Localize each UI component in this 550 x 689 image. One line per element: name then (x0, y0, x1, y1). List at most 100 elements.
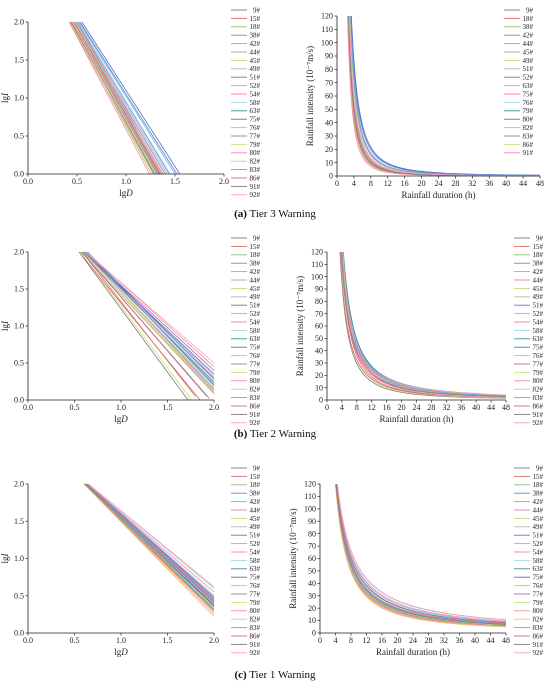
panel-b-lgd-y-tick-label: 0.5 (14, 359, 24, 368)
panel-a-lgd-series-line (79, 21, 178, 175)
panel-c-lgd-legend-label: 58# (250, 557, 261, 565)
panel-c-caption: (c) Tier 1 Warning (234, 669, 316, 681)
panel-b-intensity-x-tick-label: 40 (472, 403, 480, 412)
panel-c-intensity-series-lines (335, 483, 507, 628)
panel-b-lgd-legend-label: 80# (250, 377, 261, 385)
panel-b-lgd-x-tick-label: 0.5 (70, 403, 80, 412)
panel-b-intensity-x-tick-label: 12 (368, 403, 376, 412)
panel-a-intensity-series-curve (348, 15, 541, 177)
panel-c-intensity-series-curve (335, 483, 507, 625)
panel-a-intensity-y-tick-label: 60 (325, 92, 333, 101)
panel-b-intensity-legend-label: 45# (533, 285, 544, 293)
panel-b-intensity-legend-label: 83# (533, 394, 544, 402)
panel-b-lgd-series-line (82, 251, 215, 390)
panel-c-lgd-legend-label: 38# (250, 490, 261, 498)
panel-b-lgd-series-lines (78, 251, 215, 401)
panel-c-lgd-y-tick-label: 1.5 (14, 517, 24, 526)
panel-b-lgd-series-line (78, 251, 201, 401)
panel-a-intensity-series-curve (348, 15, 541, 177)
panel-c-lgd-series-line (88, 483, 215, 588)
panel-c-lgd-y-tick-label: 1.0 (14, 554, 24, 563)
panel-c-intensity-legend: 9#15#18#38#42#44#45#49#51#52#54#58#63#75… (514, 464, 544, 657)
panel-c-lgd-y-axis-label: lgI (0, 552, 10, 563)
panel-b-intensity-y-tick-label: 90 (315, 285, 323, 294)
panel-c-lgd-legend-label: 51# (250, 532, 261, 540)
panel-c-intensity-series-curve (335, 483, 507, 626)
panel-a-intensity-series-curve (348, 15, 541, 177)
panel-b-intensity-x-tick-label: 36 (457, 403, 465, 412)
panel-c-intensity-series-curve (335, 483, 507, 628)
panel-b-intensity-legend-label: 91# (533, 411, 544, 419)
panel-c-lgd-x-axis-label: lgD (114, 647, 128, 657)
panel-c-lgd-legend-label: 83# (250, 624, 261, 632)
panel-b-intensity-legend-label: 79# (533, 369, 544, 377)
panel-c-intensity-series-curve (335, 483, 507, 626)
panel-a-intensity-chart: 0 4 8 12 16 20 24 28 32 36 40 44 4801020304050607080… (305, 6, 544, 200)
panel-b-lgd-y-tick-label: 2.0 (14, 248, 24, 257)
panel-c-intensity-y-tick-label: 120 (304, 480, 316, 489)
panel-b-lgd-legend-label: 82# (250, 386, 261, 394)
panel-b-intensity-legend-label: 80# (533, 377, 544, 385)
panel-c-intensity-y-tick-label: 30 (308, 591, 316, 600)
panel-a-intensity-series-curve (349, 15, 541, 176)
panel-b-lgd-legend-label: 76# (250, 352, 261, 360)
panel-c-intensity-series-curve (335, 483, 507, 626)
panel-a-intensity-x-tick-label: 8 (369, 179, 373, 188)
panel-a-lgd-series-line (77, 21, 171, 175)
panel-b-lgd-y-axis-label: lgI (0, 320, 10, 331)
panel-c-intensity-legend-label: 79# (533, 599, 544, 607)
panel-b-lgd-series-line (87, 251, 215, 380)
panel-a-lgd-legend-label: 54# (250, 90, 261, 98)
panel-c-lgd-series-line (86, 483, 215, 600)
panel-b-lgd-legend-label: 92# (250, 419, 261, 427)
panel-b-lgd-x-tick-label: 1.5 (163, 403, 173, 412)
panel-a-lgd-legend-label: 15# (250, 15, 261, 23)
panel-b-intensity-legend-label: 76# (533, 352, 544, 360)
panel-c-intensity-legend-label: 82# (533, 616, 544, 624)
panel-a-intensity-series-curve (349, 15, 541, 177)
panel-c-lgd-axes: 0.0 0.5 1.0 1.5 2.0 0.0 0.5 1.0 1.5 2.0 lgD lgI (0, 480, 219, 657)
panel-a-lgd-legend-label: 44# (250, 48, 261, 56)
panel-c-lgd-series-line (85, 483, 215, 603)
panel-a-intensity-x-tick-label: 28 (451, 179, 459, 188)
panel-b-intensity-x-tick-label: 0 (325, 403, 329, 412)
panel-b-intensity-x-tick-label: 32 (442, 403, 450, 412)
panel-b-lgd-legend-label: 44# (250, 276, 261, 284)
panel-c-lgd-legend-label: 80# (250, 607, 261, 615)
panel-c-lgd-legend-label: 91# (250, 641, 261, 649)
panel-a-intensity-series-curve (349, 15, 541, 177)
panel-a-intensity-series-curve (350, 15, 541, 176)
panel-b-intensity-series-curve (343, 251, 507, 397)
panel-b-lgd-legend-label: 86# (250, 402, 261, 410)
panel-c-intensity-legend-label: 76# (533, 582, 544, 590)
panel-a-intensity-y-tick-label: 100 (321, 38, 333, 47)
panel-a-lgd-y-tick-label: 0.0 (14, 170, 24, 179)
panel-b-intensity-x-axis-label: Rainfall duration (h) (380, 414, 454, 424)
panel-c-intensity-series-curve (336, 483, 507, 624)
panel-b-intensity-x-tick-label: 8 (355, 403, 359, 412)
panel-c-lgd-legend-label: 18# (250, 481, 261, 489)
panel-b-lgd-legend-label: 45# (250, 285, 261, 293)
panel-a-intensity-x-tick-label: 20 (418, 179, 426, 188)
panel-b-intensity-series-curve (342, 251, 507, 396)
panel-c-lgd-legend-label: 82# (250, 616, 261, 624)
panel-a-intensity-series-curve (349, 15, 541, 177)
panel-a-lgd-series-line (70, 21, 155, 175)
panel-a-intensity-x-tick-label: 32 (468, 179, 476, 188)
panel-b-intensity-legend-label: 52# (533, 310, 544, 318)
panel-c-lgd-legend-label: 44# (250, 506, 261, 514)
panel-a-lgd-axes: 0.0 0.5 1.0 1.5 2.0 0.0 0.5 1.0 1.5 2.0 lgD lgI (0, 18, 229, 198)
panel-a-intensity-x-tick-label: 40 (502, 179, 510, 188)
panel-a-intensity-legend-label: 76# (523, 99, 534, 107)
panel-a-intensity-legend-label: 42# (523, 32, 534, 40)
panel-a-intensity-legend-label: 52# (523, 74, 534, 82)
panel-b-lgd-legend-label: 52# (250, 310, 261, 318)
panel-c-intensity-series-curve (337, 483, 507, 621)
panel-b-intensity-y-tick-label: 80 (315, 297, 323, 306)
panel-c-intensity-series-curve (337, 483, 507, 621)
panel-b-intensity-legend-label: 63# (533, 335, 544, 343)
panel-a-lgd-legend-label: 92# (250, 191, 261, 199)
panel-a-lgd-x-tick-label: 1.5 (170, 177, 180, 186)
panel-b-intensity-y-tick-label: 30 (315, 359, 323, 368)
panel-a-intensity-y-tick-label: 80 (325, 65, 333, 74)
